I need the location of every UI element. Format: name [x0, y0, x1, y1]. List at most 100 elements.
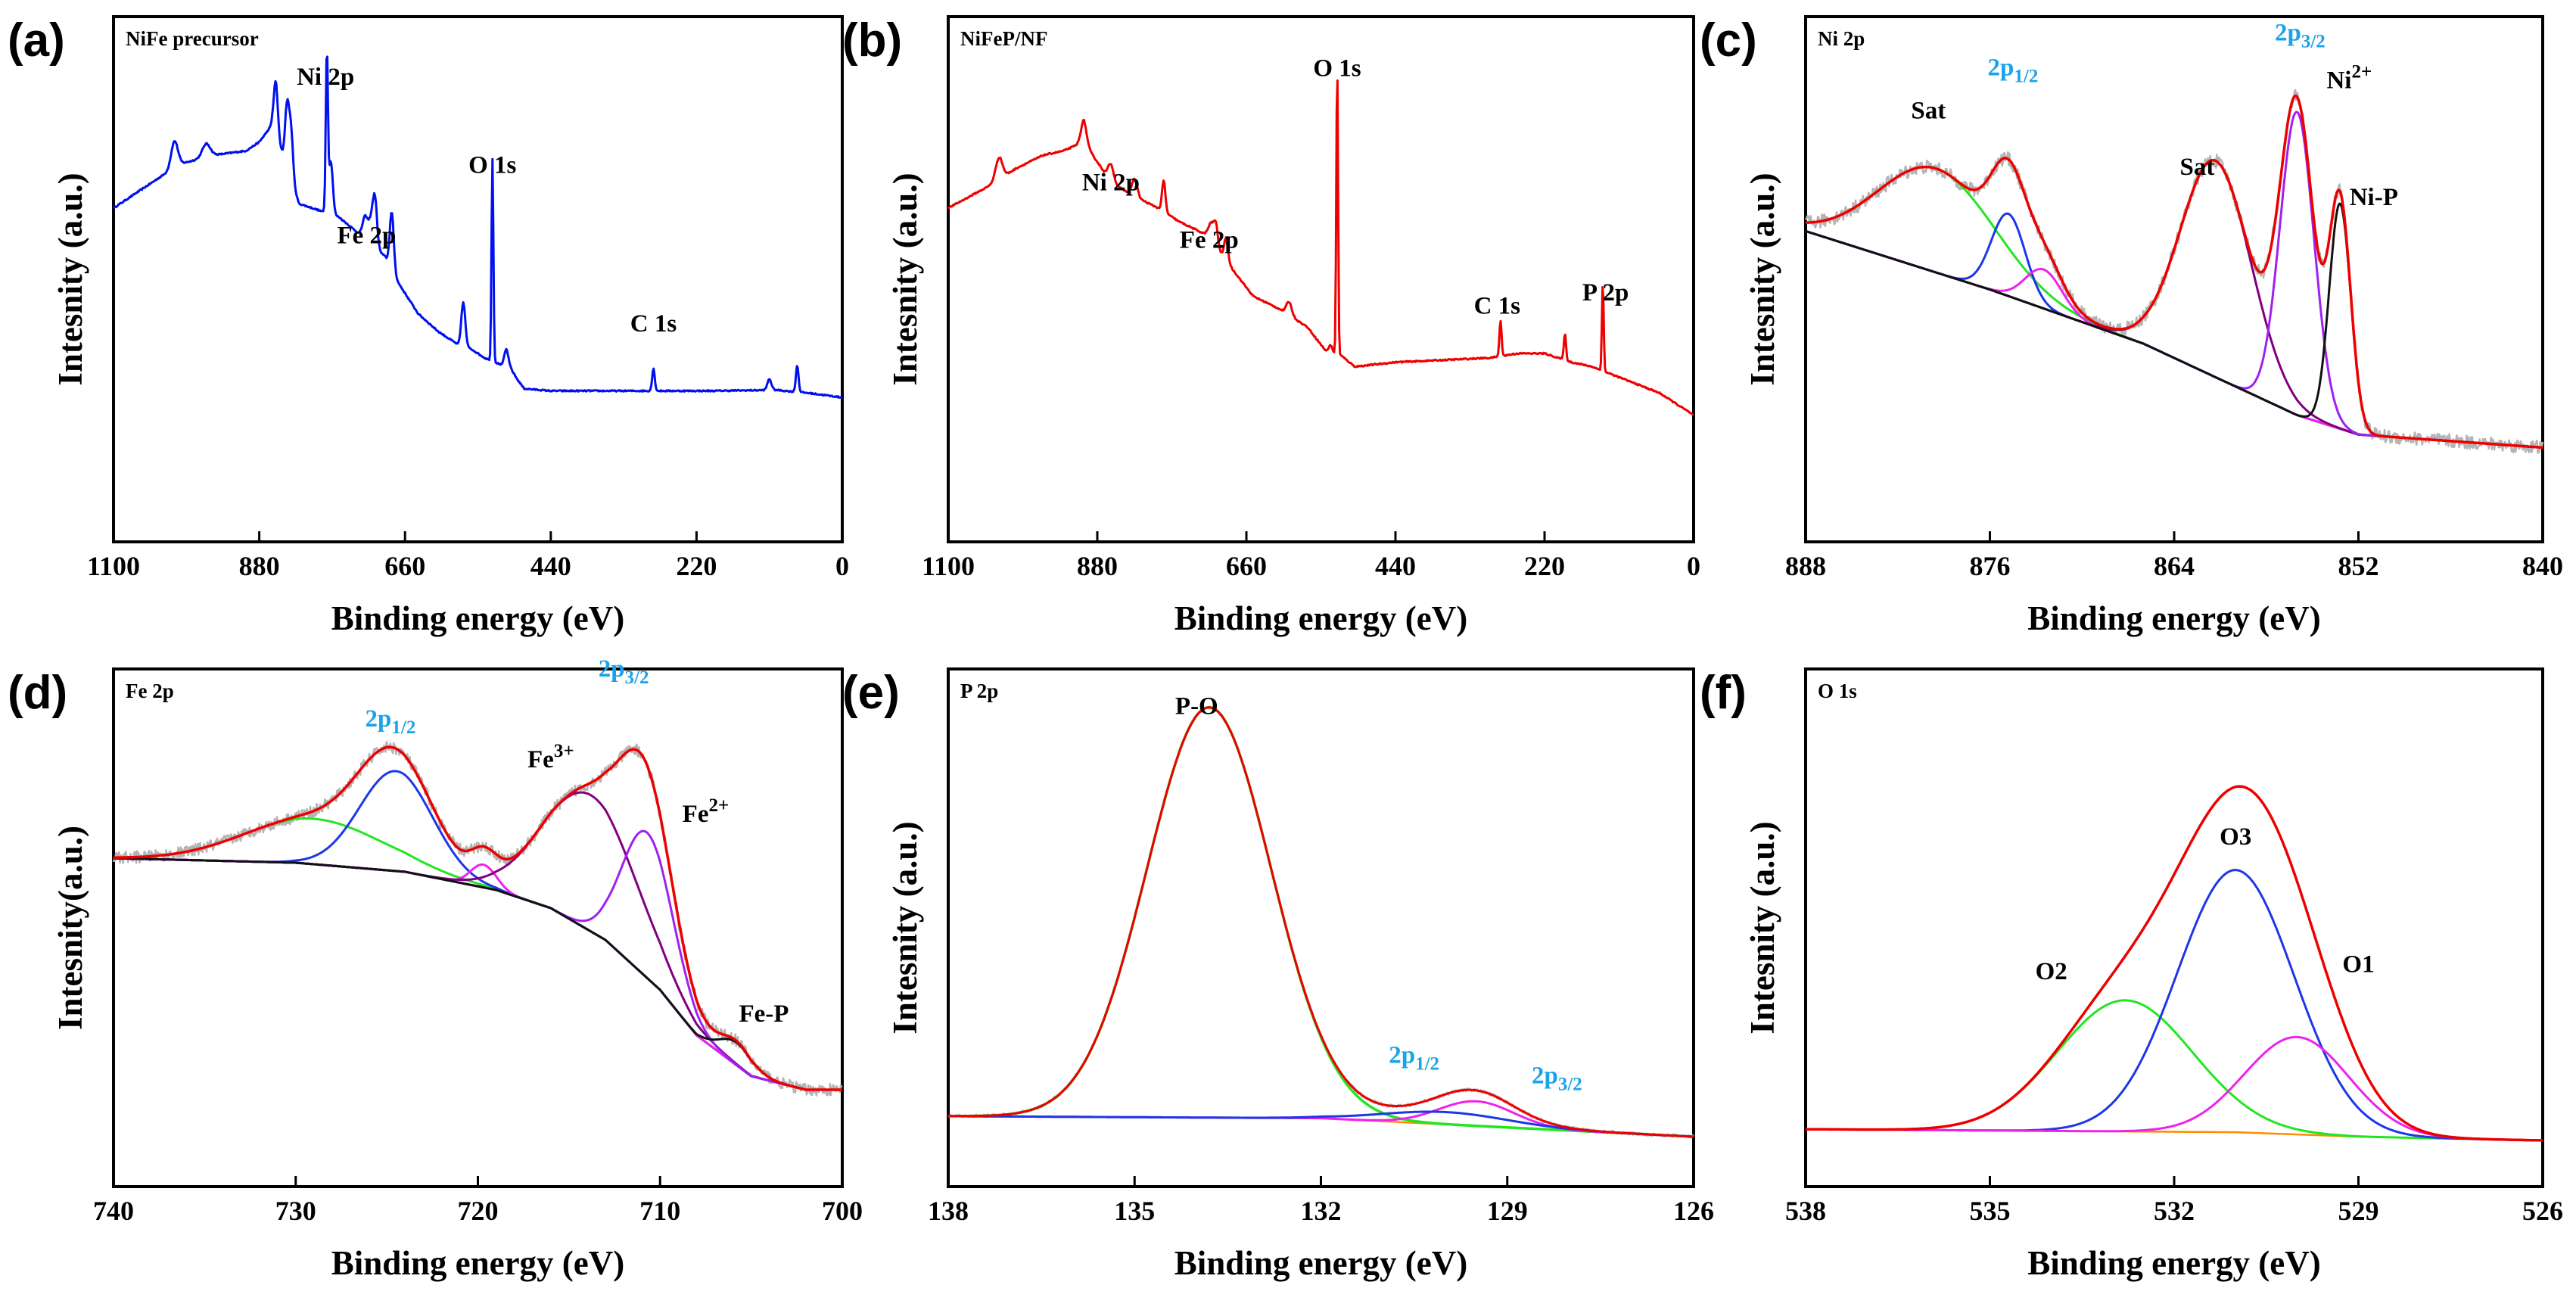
- x-tick-label: 852: [2338, 551, 2379, 581]
- peak-annotation: O 1s: [1313, 54, 1361, 82]
- series-sat: [1805, 166, 2543, 449]
- peak-annotation: P-O: [1175, 693, 1218, 720]
- x-tick-label: 876: [1970, 551, 2011, 581]
- panel-label: (d): [8, 667, 67, 719]
- x-tick-label: 529: [2338, 1196, 2379, 1226]
- y-axis-label: Intesnity(a.u.): [51, 826, 89, 1030]
- plot-frame: [112, 667, 844, 1188]
- x-axis-label: Binding energy (eV): [331, 1244, 625, 1282]
- x-tick-label: 135: [1114, 1196, 1155, 1226]
- series-ni2-: [1805, 110, 2543, 449]
- peak-annotation: Fe3+: [527, 741, 574, 773]
- x-tick-label: 880: [239, 551, 280, 581]
- panel-e: 138 135 132 129 126 Binding energy (eV) Intesn…: [842, 667, 1714, 1282]
- panel-a: 1100 880 660 440 220 0 Binding energy (eV) Inte…: [8, 14, 849, 637]
- panel-b: 1100 880 660 440 220 0 Binding energy (eV) Inte…: [842, 14, 1700, 637]
- series-fitted: [113, 745, 843, 1091]
- series-2p3-2: [947, 1100, 1694, 1138]
- panel-title: NiFeP/NF: [960, 27, 1047, 50]
- x-tick-label: 526: [2522, 1196, 2563, 1226]
- x-tick-label: 660: [1226, 551, 1267, 581]
- series-raw: [112, 741, 843, 1097]
- panel-label: (b): [842, 14, 902, 67]
- series-sat: [1805, 159, 2543, 449]
- x-tick-label: 880: [1077, 551, 1118, 581]
- peak-annotation: Sat: [2180, 154, 2215, 181]
- panel-label: (f): [1700, 667, 1747, 719]
- x-tick-label: 440: [530, 551, 571, 581]
- x-tick-label: 888: [1785, 551, 1826, 581]
- peak-annotation: 2p1/2: [366, 705, 416, 738]
- panel-f: 538 535 532 529 526 Binding energy (eV) Intesn…: [1700, 667, 2563, 1282]
- peak-annotation: 2p3/2: [599, 655, 649, 688]
- panel-label: (c): [1700, 14, 1757, 67]
- series-survey: [947, 79, 1694, 416]
- x-tick-label: 720: [458, 1196, 499, 1226]
- peak-annotation: Fe 2p: [1180, 226, 1239, 254]
- x-axis-label: Binding energy (eV): [1174, 1244, 1468, 1282]
- peak-annotation: 2p1/2: [1988, 54, 2039, 86]
- peak-annotation: P 2p: [1582, 279, 1629, 306]
- panel-d: 740 730 720 710 700 Binding energy (eV) Intesn…: [8, 655, 863, 1282]
- peak-annotation: Ni-P: [2350, 184, 2398, 211]
- y-axis-label: Intesnity (a.u.): [1744, 821, 1781, 1034]
- plot-frame: [947, 667, 1695, 1188]
- x-tick-label: 138: [928, 1196, 969, 1226]
- x-tick-label: 710: [639, 1196, 680, 1226]
- x-axis-label: Binding energy (eV): [331, 599, 625, 637]
- peak-annotation: O3: [2220, 823, 2251, 851]
- y-axis-label: Intesnity (a.u.): [886, 821, 924, 1034]
- series-2p1-2-fe-p: [113, 857, 843, 1091]
- x-tick-label: 864: [2154, 551, 2195, 581]
- series-fe-p: [113, 857, 843, 1091]
- x-tick-label: 0: [1687, 551, 1700, 581]
- series-ni-p: [1805, 202, 2543, 449]
- x-axis-label: Binding energy (eV): [1174, 599, 1468, 637]
- panel-label: (e): [842, 667, 900, 719]
- series-o3: [1805, 869, 2543, 1142]
- panel-label: (a): [8, 14, 65, 67]
- peak-annotation: Ni 2p: [297, 64, 354, 91]
- x-tick-label: 1100: [87, 551, 140, 581]
- y-axis-label: Intesnity (a.u.): [1744, 173, 1781, 385]
- x-tick-label: 0: [835, 551, 849, 581]
- x-tick-label: 660: [384, 551, 425, 581]
- plot-frame: [112, 15, 844, 543]
- x-axis-label: Binding energy (eV): [2027, 599, 2321, 637]
- x-axis-label: Binding energy (eV): [2027, 1244, 2321, 1282]
- peak-annotation: Fe 2p: [337, 222, 396, 250]
- x-tick-label: 700: [822, 1196, 863, 1226]
- x-tick-label: 126: [1673, 1196, 1714, 1226]
- x-tick-label: 535: [1970, 1196, 2011, 1226]
- peak-annotation: O 1s: [468, 151, 516, 179]
- panel-title: Ni 2p: [1818, 27, 1865, 50]
- peak-annotation: Sat: [1911, 98, 1946, 125]
- series-p-o: [947, 706, 1694, 1138]
- peak-annotation: 2p3/2: [1532, 1063, 1582, 1095]
- panel-title: NiFe precursor: [126, 27, 259, 50]
- series-fitted: [1805, 94, 2543, 450]
- x-tick-label: 129: [1487, 1196, 1528, 1226]
- panel-title: Fe 2p: [126, 680, 174, 702]
- panel-c: 888 876 864 852 840 Binding energy (eV) Intesn…: [1700, 14, 2563, 637]
- x-tick-label: 532: [2154, 1196, 2195, 1226]
- series-fitted: [1805, 785, 2543, 1142]
- peak-annotation: 2p1/2: [1389, 1041, 1439, 1074]
- y-axis-label: Intesnity (a.u.): [51, 173, 89, 385]
- series-raw: [1804, 89, 2544, 454]
- x-tick-label: 1100: [922, 551, 975, 581]
- series-raw: [947, 705, 1695, 1139]
- series-background: [113, 857, 843, 1091]
- series-o1: [1805, 1035, 2543, 1142]
- peak-annotation: Fe-P: [739, 1000, 789, 1028]
- x-tick-label: 440: [1375, 551, 1416, 581]
- x-tick-label: 730: [275, 1196, 316, 1226]
- panel-title: P 2p: [960, 680, 998, 702]
- plot-frame: [947, 15, 1695, 543]
- peak-annotation: Ni2+: [2326, 62, 2372, 95]
- x-tick-label: 840: [2522, 551, 2563, 581]
- peak-annotation: 2p3/2: [2275, 20, 2326, 52]
- peak-annotation: O1: [2342, 951, 2374, 978]
- x-tick-label: 220: [676, 551, 717, 581]
